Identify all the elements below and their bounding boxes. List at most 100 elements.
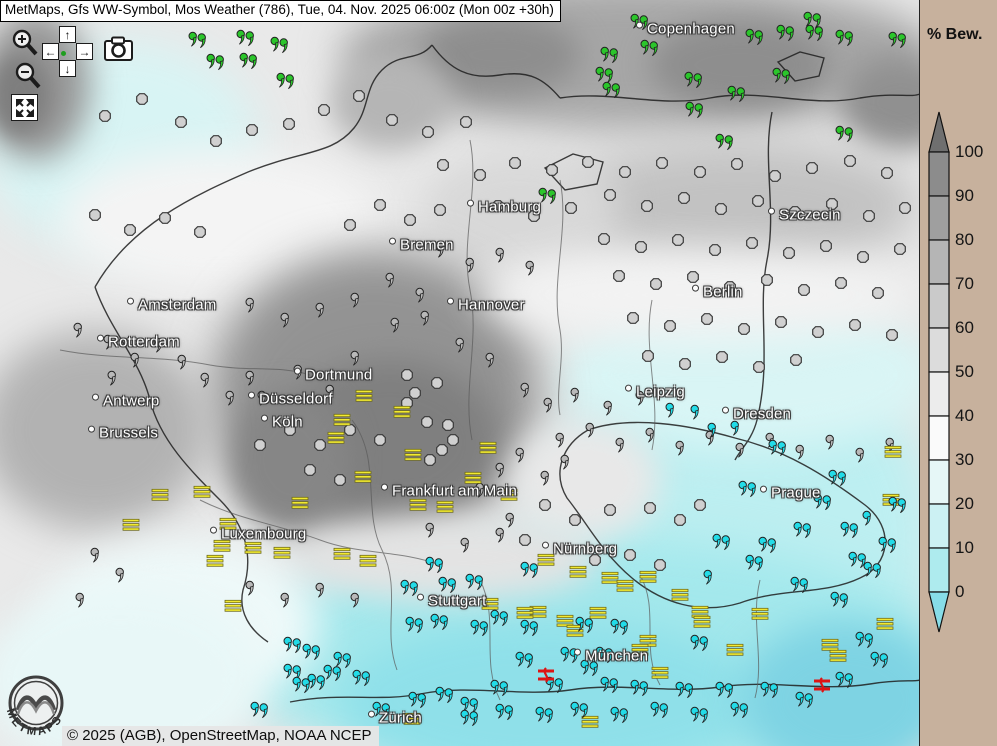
weather-symbol-c2-green <box>684 71 705 89</box>
weather-symbol-c1-gray <box>153 337 164 353</box>
weather-symbol-c1-gray <box>435 242 446 258</box>
city-name: Hannover <box>458 296 525 314</box>
legend-title: % Bew. <box>927 26 983 43</box>
weather-symbol-c1-cyan <box>690 404 701 420</box>
pan-up-button[interactable]: ↑ <box>59 26 76 43</box>
weather-symbol-dot <box>344 219 356 231</box>
weather-symbol-c2-green <box>188 31 209 49</box>
city-name: Prague <box>771 484 821 502</box>
weather-symbol-c2-green <box>600 46 621 64</box>
pan-left-button[interactable]: ← <box>42 43 59 60</box>
pan-right-button[interactable]: → <box>76 43 93 60</box>
city-label-m-nchen: München <box>574 648 648 665</box>
weather-symbol-c2-green <box>206 53 227 71</box>
attribution-bar[interactable]: © 2025 (AGB), OpenStreetMap, NOAA NCEP <box>62 726 379 746</box>
weather-symbol-c2-cyan <box>600 676 621 694</box>
weather-symbol-c2-cyan <box>610 706 631 724</box>
weather-symbol-dot <box>664 320 676 332</box>
legend-tick-50: 50 <box>955 362 974 381</box>
weather-symbol-fog <box>500 488 518 502</box>
weather-symbol-c2-cyan <box>520 619 541 637</box>
weather-symbol-fog <box>404 448 422 462</box>
weather-symbol-dot <box>386 114 398 126</box>
weather-symbol-dot <box>437 159 449 171</box>
weather-symbol-dot <box>404 214 416 226</box>
zoom-out-button[interactable] <box>13 61 43 91</box>
weather-symbol-dot <box>783 247 795 259</box>
weather-symbol-c2-green <box>772 67 793 85</box>
weather-symbol-c1-gray <box>245 297 256 313</box>
title-bar: MetMaps, Gfs WW-Symbol, Mos Weather (786… <box>0 0 561 22</box>
contour-gray-center-core2 <box>230 390 350 530</box>
weather-symbol-c2-green <box>685 101 706 119</box>
weather-symbol-fog <box>224 599 242 613</box>
city-marker-icon <box>722 406 729 414</box>
legend-tick-90: 90 <box>955 186 974 205</box>
city-labels-layer: Copenhagen Hamburg Szczecin Bremen Hannover B… <box>88 21 840 727</box>
city-marker-icon <box>92 393 99 401</box>
weather-symbol-dot <box>353 90 365 102</box>
title-text: MetMaps, Gfs WW-Symbol, Mos Weather (786… <box>5 2 554 17</box>
weather-symbol-c2-cyan <box>460 696 481 714</box>
weather-symbol-fog <box>671 588 689 602</box>
weather-symbol-c1-gray <box>280 592 291 608</box>
city-label-bremen: Bremen <box>389 237 454 254</box>
weather-symbol-dot <box>434 204 446 216</box>
snapshot-button[interactable] <box>103 36 135 62</box>
weather-symbol-c2-cyan <box>520 561 541 579</box>
weather-symbol-fog <box>355 389 373 403</box>
weather-symbol-c2-green <box>803 11 824 29</box>
city-marker-icon <box>574 648 581 656</box>
weather-symbol-c1-gray <box>90 547 101 563</box>
weather-symbol-c2-cyan <box>323 664 344 682</box>
weather-symbol-fog <box>151 488 169 502</box>
weather-symbol-dot <box>304 464 316 476</box>
weather-symbol-c1-gray <box>350 350 361 366</box>
weather-symbol-c1-gray <box>525 260 536 276</box>
weather-symbol-fog <box>589 606 607 620</box>
city-name: Dortmund <box>305 366 373 384</box>
weather-symbol-dot <box>136 93 148 105</box>
legend-scale <box>928 111 950 633</box>
metmaps-logo: METMAPS <box>3 672 75 746</box>
fullscreen-button[interactable] <box>11 94 38 121</box>
weather-symbol-c1-gray <box>420 310 431 326</box>
weather-symbol-dot <box>314 439 326 451</box>
weather-symbol-fog <box>327 431 345 445</box>
camera-icon <box>104 36 133 61</box>
weather-symbol-dot <box>769 170 781 182</box>
city-marker-icon <box>261 414 268 422</box>
weather-symbol-c1-gray <box>75 592 86 608</box>
weather-symbol-c2-cyan <box>292 676 313 694</box>
weather-symbol-c2-cyan <box>793 521 814 539</box>
weather-symbol-dot <box>582 156 594 168</box>
city-label-brussels: Brussels <box>88 425 158 442</box>
weather-symbol-c2-cyan <box>400 579 421 597</box>
contour-gray-north-dark1 <box>420 15 580 95</box>
arrow-left-icon: ← <box>44 44 57 59</box>
weather-symbol-dot <box>678 192 690 204</box>
weather-symbol-dot <box>674 514 686 526</box>
zoom-in-button[interactable] <box>10 28 40 58</box>
weather-symbol-dot <box>569 514 581 526</box>
weather-symbol-c1-gray <box>825 434 836 450</box>
weather-symbol-dot <box>436 444 448 456</box>
weather-symbol-dot <box>431 377 443 389</box>
pan-down-button[interactable]: ↓ <box>59 60 76 77</box>
weather-symbol-dot <box>789 206 801 218</box>
contour-light-east-frankfurt <box>510 420 660 540</box>
weather-symbol-c2-cyan <box>878 536 899 554</box>
map-canvas[interactable]: Copenhagen Hamburg Szczecin Bremen Hannover B… <box>0 0 920 746</box>
weather-symbol-c2-green <box>727 85 748 103</box>
weather-symbol-dot <box>604 189 616 201</box>
weather-symbol-dot <box>654 559 666 571</box>
weather-symbol-c1-gray <box>675 440 686 456</box>
weather-symbol-c1-gray <box>585 422 596 438</box>
weather-symbol-c2-cyan <box>675 681 696 699</box>
weather-symbol-c2-cyan <box>795 691 816 709</box>
weather-symbol-c1-gray <box>603 400 614 416</box>
weather-symbol-dot <box>460 116 472 128</box>
weather-symbol-dot <box>447 434 459 446</box>
weather-symbol-frz <box>537 667 555 683</box>
weather-symbol-dot <box>701 313 713 325</box>
